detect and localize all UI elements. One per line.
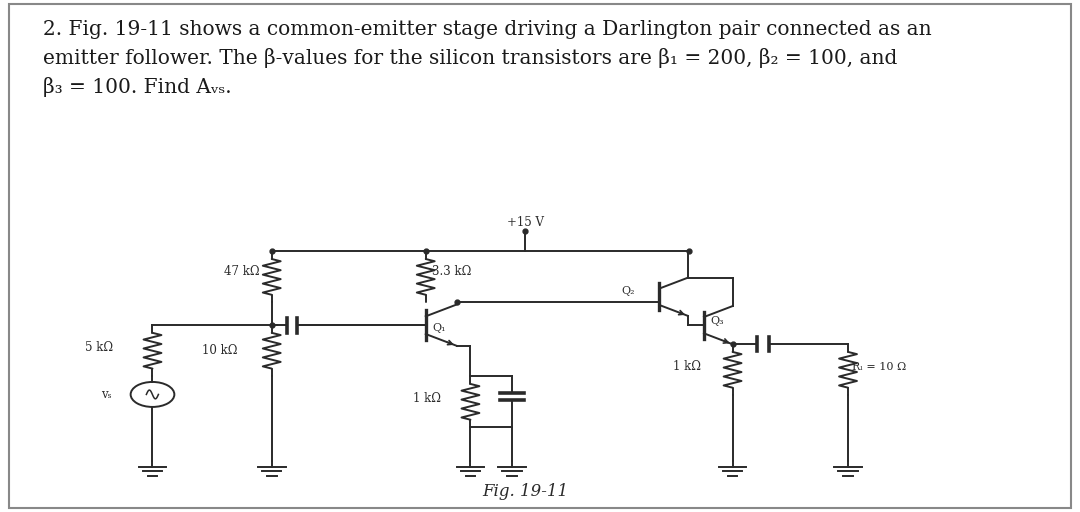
Text: 2. Fig. 19-11 shows a common-emitter stage driving a Darlington pair connected a: 2. Fig. 19-11 shows a common-emitter sta…	[43, 20, 932, 97]
Text: 1 kΩ: 1 kΩ	[413, 392, 441, 405]
Text: Q₁: Q₁	[433, 323, 446, 333]
Text: 47 kΩ: 47 kΩ	[224, 265, 259, 278]
Text: 10 kΩ: 10 kΩ	[202, 344, 238, 356]
Text: Q₂: Q₂	[621, 286, 635, 296]
Text: Q₃: Q₃	[710, 316, 724, 326]
Text: Rₗ = 10 Ω: Rₗ = 10 Ω	[852, 362, 906, 372]
Text: vₛ: vₛ	[102, 388, 112, 401]
Text: Fig. 19-11: Fig. 19-11	[482, 483, 568, 500]
Text: 3.3 kΩ: 3.3 kΩ	[432, 265, 471, 278]
Text: +15 V: +15 V	[507, 216, 543, 229]
Text: 1 kΩ: 1 kΩ	[673, 360, 701, 373]
Text: 5 kΩ: 5 kΩ	[85, 340, 113, 354]
